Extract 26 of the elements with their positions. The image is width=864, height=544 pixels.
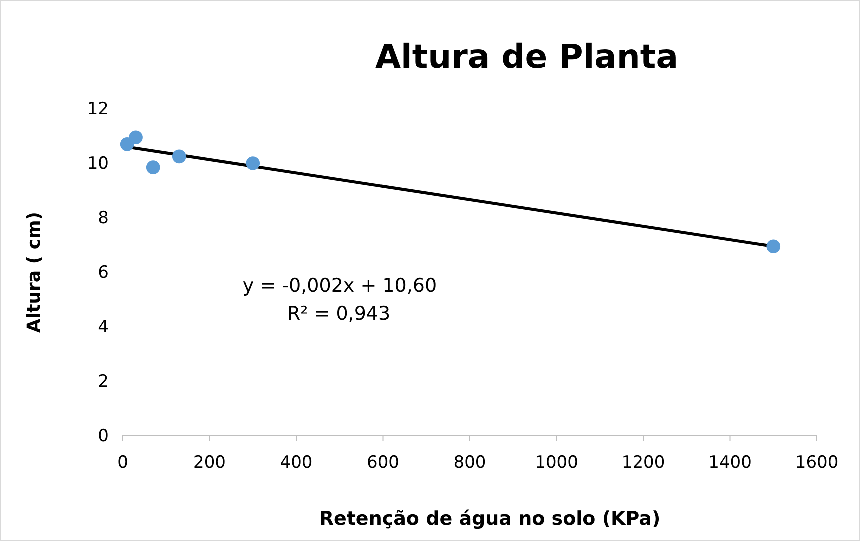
x-tick-label: 0 [118,452,128,473]
x-tick-label: 800 [454,452,486,473]
x-tick-label: 600 [367,452,400,473]
chart-title: Altura de Planta [376,37,678,76]
point [172,150,186,164]
point [146,160,160,174]
point [766,240,781,254]
annotation: y = -0,002x + 10,60 [242,275,438,297]
y-tick-label: 4 [98,317,109,338]
y-tick-label: 12 [87,99,109,120]
x-axis-title: Retenção de água no solo (KPa) [319,508,661,530]
x-tick-label: 1200 [622,452,666,473]
y-tick-label: 2 [98,372,109,392]
x-tick-label: 200 [194,452,226,473]
y-tick-label: 0 [98,426,109,446]
x-tick-label: 1000 [535,452,578,473]
y-axis-title: Altura ( cm) [24,212,45,333]
x-tick-label: 1400 [708,452,752,473]
x-tick-label: 400 [280,452,313,473]
annotation: R² = 0,943 [287,303,391,325]
point [246,156,260,170]
y-tick-label: 8 [98,208,109,228]
y-tick-label: 6 [98,262,109,283]
x-tick-label: 1600 [795,452,839,473]
point [129,130,143,145]
y-tick-label: 10 [87,154,109,174]
